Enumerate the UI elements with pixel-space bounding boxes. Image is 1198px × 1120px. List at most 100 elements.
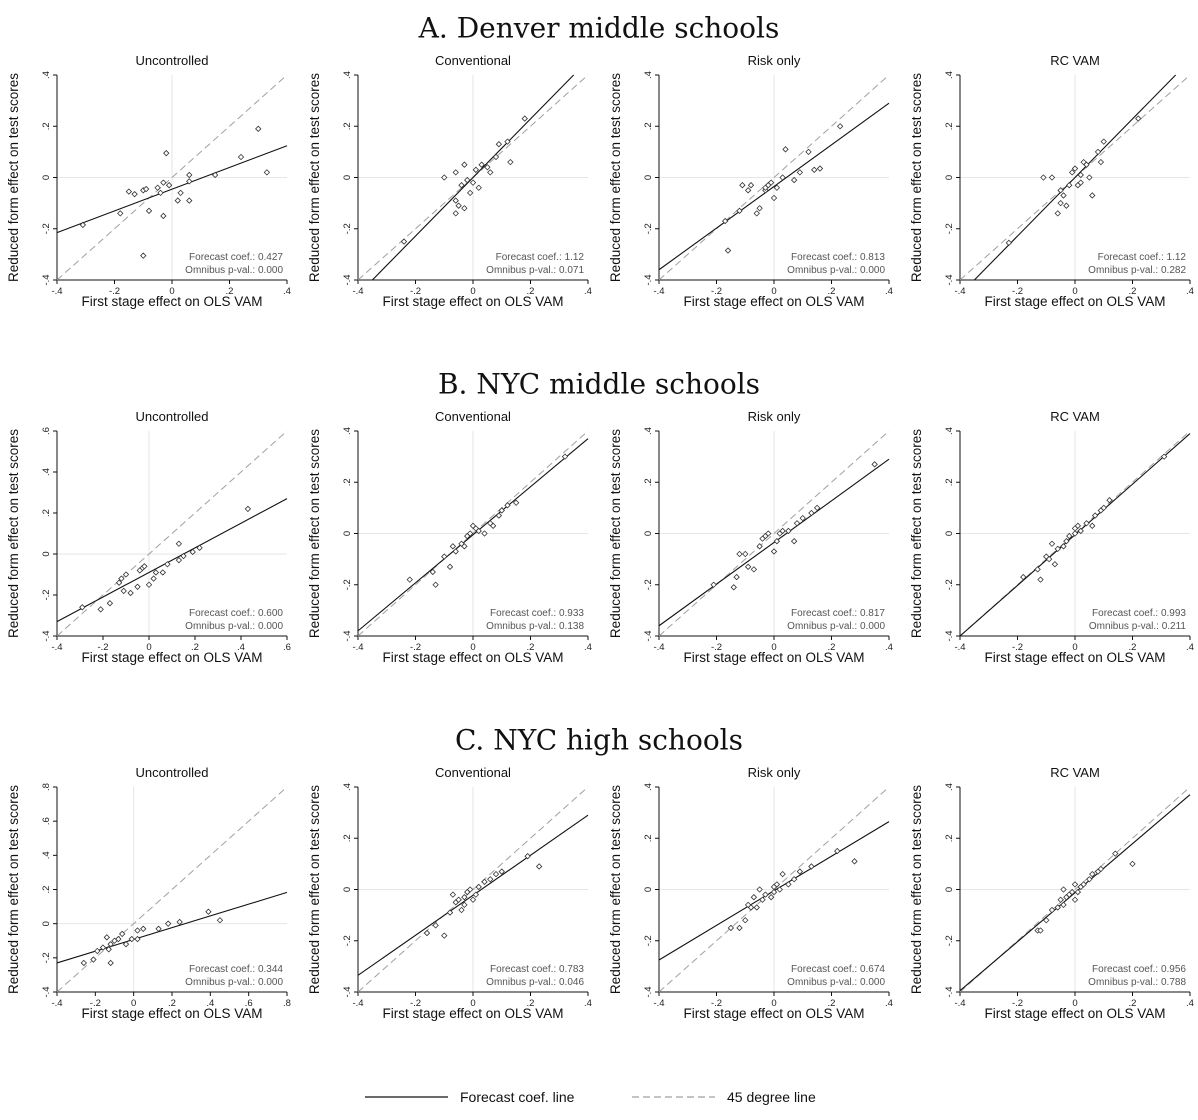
data-point <box>492 153 500 161</box>
data-point <box>1083 520 1090 527</box>
data-point <box>466 530 474 537</box>
data-point <box>1071 525 1079 532</box>
data-point <box>107 959 114 967</box>
x-tick-label: .4 <box>1186 286 1194 297</box>
data-point <box>753 904 760 911</box>
data-point <box>175 556 183 564</box>
data-point <box>1043 917 1050 924</box>
subplot-risk-only: Risk only -.4 -.2 0 .2 .4 -.4 -.2 0 .2 .4 Forecast … <box>608 409 893 665</box>
y-tick-label: -.2 <box>643 935 654 946</box>
y-tick-label: 0 <box>643 531 654 536</box>
y-tick-label: -.4 <box>342 274 353 285</box>
data-point <box>115 935 122 943</box>
data-point <box>487 876 494 883</box>
data-point <box>1089 192 1096 199</box>
data-point <box>134 935 141 943</box>
data-point <box>105 946 112 953</box>
data-point <box>561 453 569 460</box>
data-point <box>455 896 462 903</box>
subplot-title: Uncontrolled <box>136 765 209 780</box>
data-point <box>1074 888 1082 896</box>
data-point <box>432 922 439 929</box>
data-point <box>851 858 858 865</box>
x-tick-label: 0 <box>470 998 475 1009</box>
data-point <box>1112 850 1119 857</box>
data-point <box>813 504 821 512</box>
y-axis-label: Reduced form effect on test scores <box>6 785 21 994</box>
data-point <box>189 548 196 556</box>
y-axis-label: Reduced form effect on test scores <box>6 73 21 282</box>
forecast-coef-annotation: Forecast coef.: 1.12 <box>496 252 585 263</box>
data-point <box>441 174 448 181</box>
data-point <box>152 569 160 576</box>
subplot-risk-only: Risk only -.4 -.2 0 .2 .4 -.4 -.2 0 .2 .4 Forecast … <box>608 53 893 309</box>
data-point <box>103 934 110 941</box>
data-point <box>770 548 778 555</box>
x-tick-label: -.4 <box>954 286 965 297</box>
data-point <box>1048 174 1056 181</box>
data-point <box>492 870 500 878</box>
y-axis-label: Reduced form effect on test scores <box>608 785 623 994</box>
y-tick-label: .6 <box>41 817 52 825</box>
data-point <box>134 927 141 934</box>
data-point <box>128 935 135 943</box>
data-point <box>739 182 746 189</box>
data-point <box>1071 530 1079 537</box>
data-point <box>1048 906 1056 914</box>
y-tick-label: 0 <box>41 551 52 556</box>
data-point <box>759 896 766 903</box>
data-point <box>504 138 511 145</box>
subplot-title: Uncontrolled <box>136 409 209 424</box>
data-point <box>521 115 528 122</box>
x-tick-label: .2 <box>527 286 535 297</box>
y-tick-label: 0 <box>944 887 955 892</box>
omnibus-pval-annotation: Omnibus p-val.: 0.138 <box>486 621 584 632</box>
data-point <box>1094 148 1102 156</box>
y-tick-label: -.2 <box>944 935 955 946</box>
data-point <box>805 148 812 156</box>
subplot-title: Risk only <box>748 765 801 780</box>
data-point <box>452 548 459 555</box>
data-point <box>808 863 815 870</box>
x-tick-label: .6 <box>283 642 291 653</box>
y-tick-label: .2 <box>643 478 654 486</box>
legend-entry-45-degree: 45 degree line <box>727 1089 816 1105</box>
data-point <box>1057 187 1064 194</box>
data-point <box>458 182 465 189</box>
data-point <box>140 925 147 932</box>
data-point <box>244 505 252 513</box>
y-tick-label: -.2 <box>944 223 955 234</box>
forecast-coef-annotation: Forecast coef.: 0.993 <box>1092 608 1186 619</box>
subplot-title: Risk only <box>748 53 801 68</box>
x-axis-label: First stage effect on OLS VAM <box>683 1006 864 1021</box>
data-point <box>776 886 783 893</box>
data-point <box>150 575 157 582</box>
data-point <box>140 252 147 259</box>
y-tick-label: -.4 <box>643 986 654 997</box>
subplot-title: RC VAM <box>1050 409 1100 424</box>
x-tick-label: .2 <box>191 642 199 653</box>
y-axis-label: Reduced form effect on test scores <box>608 73 623 282</box>
x-tick-label: .2 <box>226 286 234 297</box>
data-point <box>1129 860 1136 868</box>
y-tick-label: .4 <box>342 71 353 79</box>
data-point <box>1135 115 1142 122</box>
y-tick-label: .4 <box>944 783 955 791</box>
data-point <box>449 891 457 898</box>
y-tick-label: .4 <box>643 71 654 79</box>
data-point <box>793 520 801 527</box>
y-axis-label: Reduced form effect on test scores <box>608 429 623 638</box>
x-tick-label: .2 <box>168 998 176 1009</box>
data-point <box>1057 896 1064 903</box>
data-point <box>125 188 133 195</box>
data-point <box>1068 169 1076 176</box>
data-point <box>165 182 173 189</box>
x-tick-label: -.4 <box>51 286 62 297</box>
x-tick-label: -.2 <box>711 286 722 297</box>
data-point <box>1020 573 1027 581</box>
y-tick-label: .4 <box>643 427 654 435</box>
x-tick-label: .2 <box>828 286 836 297</box>
x-tick-label: 0 <box>169 286 174 297</box>
data-point <box>141 563 148 570</box>
x-tick-label: -.4 <box>352 642 363 653</box>
